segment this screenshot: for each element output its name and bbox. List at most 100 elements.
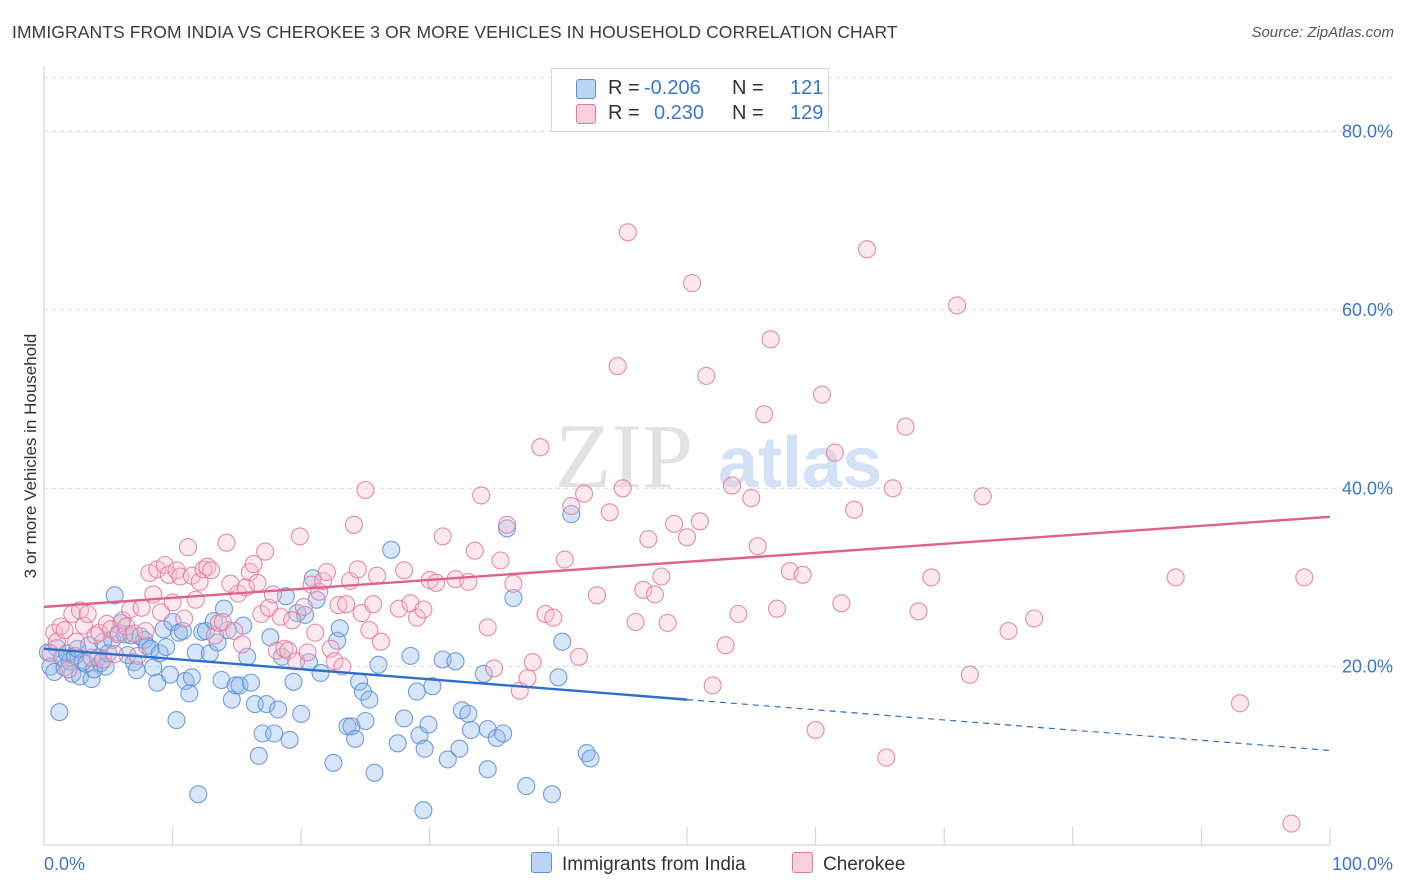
- data-point: [575, 484, 594, 503]
- legend-r-value: 0.230: [654, 102, 705, 124]
- data-point: [136, 621, 155, 641]
- data-point: [474, 664, 493, 683]
- data-point: [167, 711, 186, 730]
- data-point: [360, 621, 379, 640]
- data-point: [645, 585, 664, 604]
- watermark-zip: ZIP: [555, 405, 693, 507]
- x-tick-label: 0.0%: [44, 854, 85, 874]
- data-point: [472, 486, 491, 505]
- data-point: [96, 657, 115, 676]
- data-point: [241, 673, 261, 692]
- data-point: [845, 500, 864, 519]
- data-point: [767, 599, 787, 618]
- data-point: [518, 669, 537, 688]
- data-point: [163, 612, 182, 632]
- data-point: [217, 533, 236, 552]
- data-point: [1295, 568, 1314, 587]
- data-point: [419, 715, 438, 734]
- data-point: [581, 749, 600, 768]
- data-point: [45, 662, 64, 682]
- data-point: [382, 540, 401, 559]
- data-point: [423, 677, 442, 696]
- data-point: [450, 739, 469, 758]
- data-point: [234, 616, 253, 635]
- y-tick-label: 60.0%: [1342, 300, 1393, 320]
- data-point: [257, 695, 276, 714]
- correlation-legend: R = -0.206 N = 121 R = 0.230 N = 129: [551, 68, 829, 132]
- data-point: [132, 598, 151, 617]
- trend-line: [43, 647, 688, 701]
- data-point: [896, 417, 915, 436]
- data-point: [948, 296, 967, 315]
- data-point: [414, 600, 433, 619]
- data-point: [284, 672, 303, 691]
- data-point: [652, 567, 671, 586]
- legend-item-india: Immigrants from India: [531, 852, 746, 876]
- legend-label-cherokee: Cherokee: [823, 854, 906, 875]
- data-point: [160, 665, 180, 684]
- legend-swatch-india: [576, 79, 596, 99]
- data-point: [294, 597, 313, 616]
- data-point: [690, 512, 709, 531]
- data-point: [562, 497, 581, 516]
- x-tick-label: 100.0%: [1332, 854, 1393, 874]
- data-point: [389, 599, 408, 618]
- data-point: [600, 503, 619, 522]
- data-point: [157, 637, 176, 657]
- data-point: [748, 537, 767, 556]
- data-point: [365, 763, 384, 782]
- data-point: [683, 274, 702, 293]
- data-point: [330, 619, 349, 638]
- trend-line-extension: [686, 699, 1331, 752]
- data-point: [542, 785, 562, 804]
- data-point: [722, 476, 742, 495]
- legend-item-cherokee: Cherokee: [792, 852, 905, 876]
- data-point: [356, 711, 375, 731]
- data-point: [459, 704, 478, 723]
- data-point: [555, 550, 574, 569]
- data-point: [248, 573, 267, 592]
- data-point: [716, 636, 735, 655]
- data-point: [1166, 568, 1185, 587]
- data-point: [290, 527, 309, 546]
- data-point: [812, 385, 832, 404]
- data-point: [857, 240, 877, 259]
- data-point: [755, 405, 774, 424]
- data-point: [395, 709, 414, 728]
- data-point: [356, 480, 375, 500]
- data-point: [117, 617, 136, 636]
- data-point: [344, 515, 363, 534]
- data-point: [371, 632, 390, 651]
- legend-r-label: R =: [608, 77, 640, 99]
- data-point: [523, 653, 542, 672]
- data-point: [221, 574, 240, 593]
- data-point: [202, 561, 221, 580]
- data-point: [793, 565, 812, 584]
- data-point: [364, 595, 383, 614]
- data-point: [697, 366, 716, 385]
- data-point: [226, 676, 245, 695]
- data-point: [742, 489, 761, 508]
- data-point: [446, 652, 465, 671]
- data-point: [214, 599, 234, 618]
- data-point: [531, 438, 550, 457]
- data-point: [922, 568, 941, 587]
- data-point: [196, 621, 216, 641]
- data-point: [212, 670, 231, 690]
- data-point: [269, 700, 288, 719]
- y-axis-label: 3 or more Vehicles in Household: [21, 334, 40, 579]
- data-point: [608, 357, 627, 376]
- data-point: [832, 594, 851, 613]
- legend-n-value: 121: [790, 77, 824, 99]
- data-point: [292, 704, 311, 723]
- y-tick-label: 80.0%: [1342, 122, 1393, 142]
- data-point: [613, 479, 632, 498]
- data-point: [999, 621, 1018, 641]
- data-point: [348, 560, 367, 579]
- data-point: [346, 729, 365, 748]
- data-point: [222, 690, 241, 709]
- series-cherokee: [41, 223, 1314, 833]
- data-point: [230, 676, 249, 695]
- data-point: [658, 613, 677, 632]
- trend-line: [43, 515, 1331, 609]
